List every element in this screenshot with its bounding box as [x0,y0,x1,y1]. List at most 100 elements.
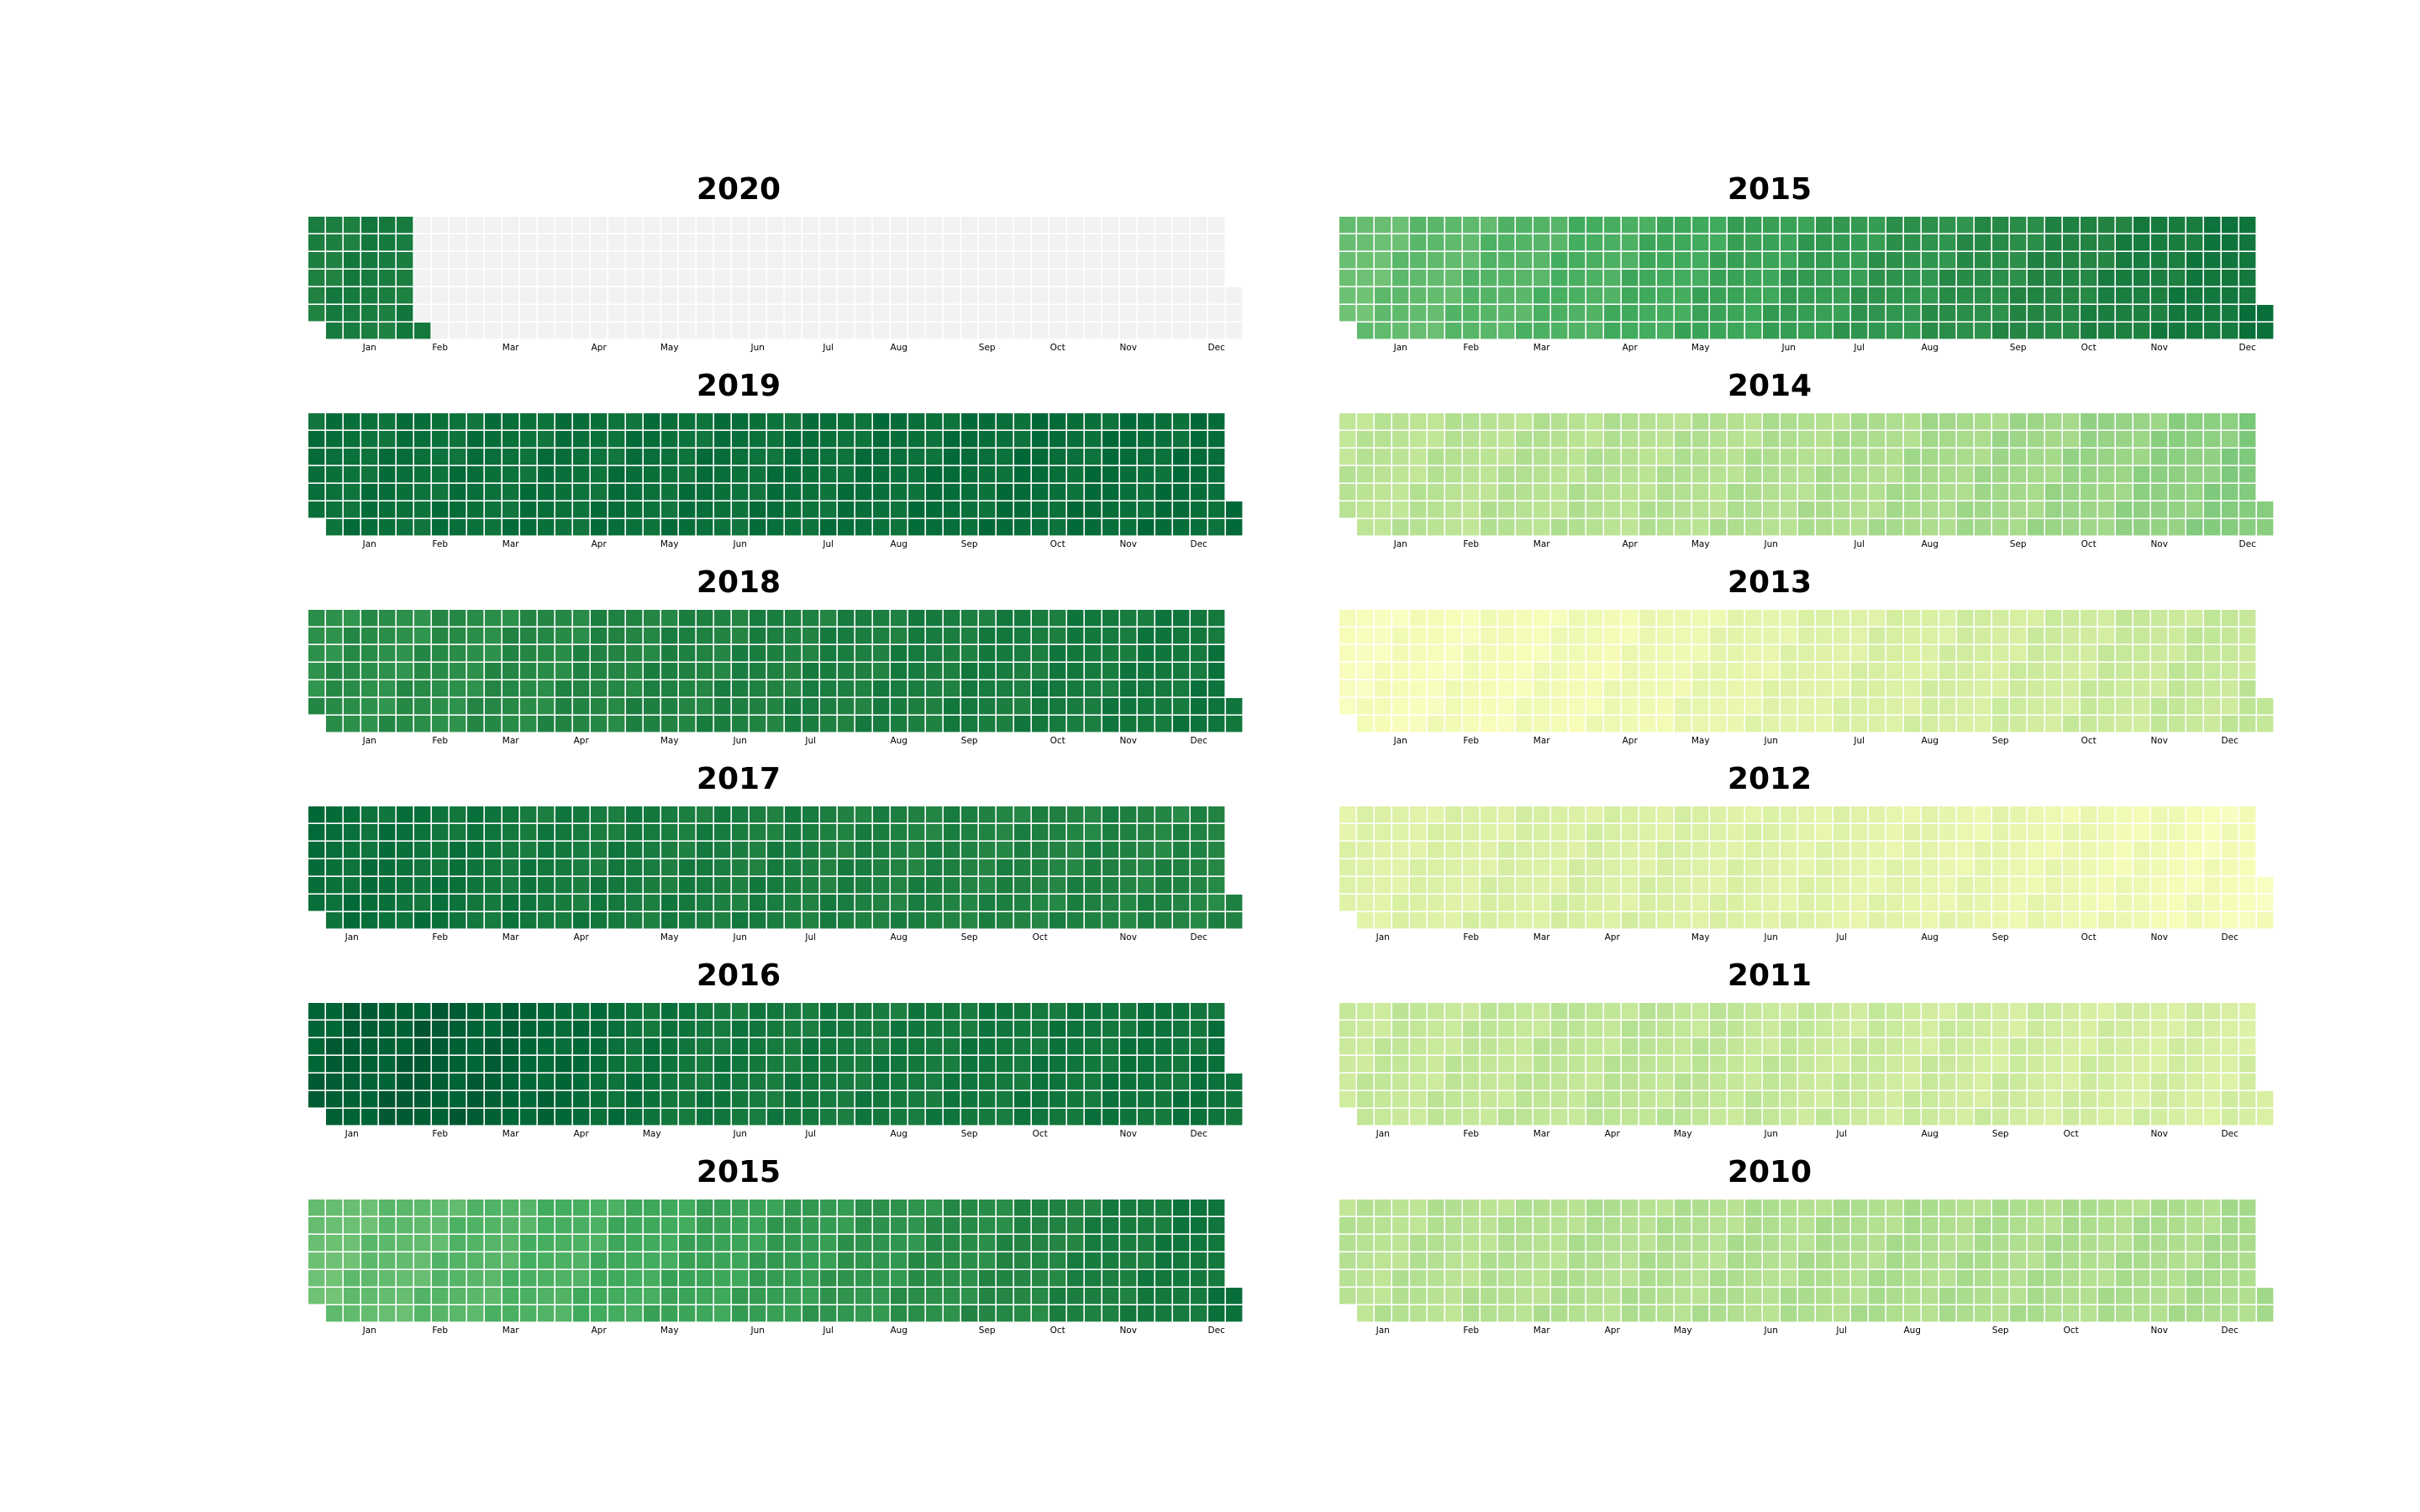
day-cell [555,1021,572,1037]
day-cell [555,270,572,286]
day-cell [2186,217,2203,234]
day-cell [1339,305,1356,322]
day-cell [414,431,431,448]
day-cell [1922,501,1939,518]
day-cell [997,1074,1013,1090]
day-cell [1067,1200,1084,1216]
day-cell [2204,716,2221,732]
day-cell [855,217,872,234]
day-cell [1798,1021,1815,1037]
day-cell [1798,1091,1815,1108]
day-cell [1692,877,1709,894]
day-cell [308,806,325,823]
day-cell [1428,912,1444,929]
day-cell [414,627,431,644]
day-cell [1833,806,1850,823]
day-cell [1675,1021,1691,1037]
day-cell [1904,895,1921,911]
day-cell [1120,449,1137,465]
day-cell [1904,252,1921,269]
day-cell [2081,610,2097,627]
day-cell [820,806,837,823]
day-cell [1050,1074,1066,1090]
day-cell [767,413,784,430]
day-cell [908,270,925,286]
day-cell [855,1288,872,1305]
day-cell [855,1056,872,1073]
day-cell [1957,1109,1974,1126]
day-cell [979,217,996,234]
day-cell [1428,877,1444,894]
day-cell [555,627,572,644]
day-cell [1410,1288,1427,1305]
day-cell [591,680,608,697]
day-cell [1516,287,1533,304]
day-cell [2222,270,2238,286]
day-cell [1639,449,1656,465]
day-cell [538,842,555,858]
day-cell [1339,1217,1356,1234]
day-cell [1138,824,1155,841]
day-cell [1375,610,1392,627]
day-cell [1710,806,1727,823]
day-cell [1763,1217,1780,1234]
day-cell [1586,610,1603,627]
day-cell [1639,824,1656,841]
day-cell [1208,217,1225,234]
day-cell [1032,234,1049,251]
day-cell [644,1091,660,1108]
day-cell [926,323,943,339]
day-cell [520,1021,537,1037]
day-cell [1120,1021,1137,1037]
day-cell [1781,1056,1797,1073]
day-cell [1569,217,1586,234]
day-cell [1922,252,1939,269]
day-cell [979,484,996,501]
day-cell [891,519,908,536]
day-cell [1975,1074,1991,1090]
day-cell [2028,252,2044,269]
month-label-jun: Jun [732,736,746,746]
month-label-dec: Dec [1191,539,1208,549]
day-cell [608,1003,625,1020]
day-cell [1957,1003,1974,1020]
day-cell [1032,1252,1049,1269]
day-cell [767,305,784,322]
day-cell [661,1200,678,1216]
day-cell [1675,1003,1691,1020]
day-cell [326,484,343,501]
day-cell [485,1003,502,1020]
day-cell [520,680,537,697]
day-cell [1763,806,1780,823]
day-cell [1120,413,1137,430]
day-cell [1102,519,1119,536]
day-cell [679,912,696,929]
day-cell [1120,1038,1137,1055]
day-cell [2239,305,2256,322]
day-cell [1886,252,1903,269]
day-cell [1851,413,1868,430]
day-cell [344,1305,360,1322]
day-cell [1032,1109,1049,1126]
day-cell [450,1217,466,1234]
day-cell [467,1235,484,1252]
day-cell [379,449,396,465]
day-cell [1498,1003,1515,1020]
day-cell [485,519,502,536]
day-cell [450,1038,466,1055]
day-cell [679,484,696,501]
day-cell [2169,806,2186,823]
day-cell [2186,1021,2203,1037]
day-cell [1173,1235,1190,1252]
day-cell [2204,1003,2221,1020]
day-cell [1226,1074,1243,1090]
day-cell [1067,431,1084,448]
month-label-may: May [660,932,679,942]
day-cell [1816,1091,1833,1108]
day-cell [944,1021,960,1037]
day-cell [1067,484,1084,501]
day-cell [2098,1288,2115,1305]
day-cell [2151,449,2168,465]
day-cell [997,323,1013,339]
day-cell [361,716,378,732]
